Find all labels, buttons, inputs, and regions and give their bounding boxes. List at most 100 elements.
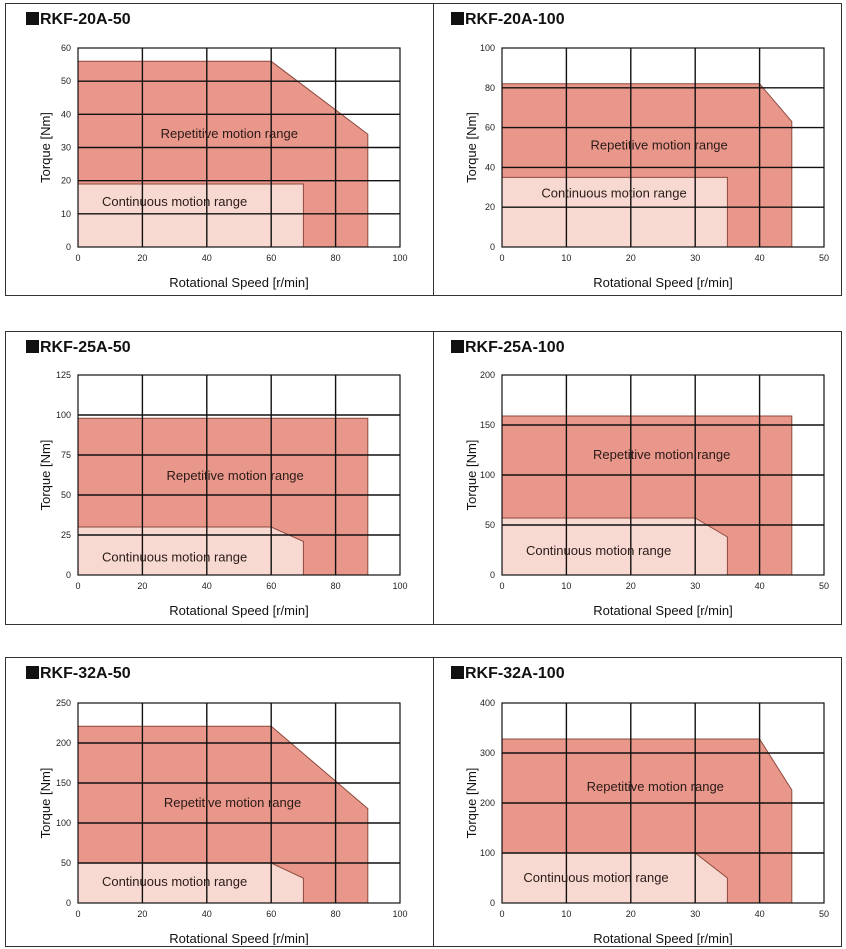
x-tick-label: 60 <box>266 581 276 591</box>
repetitive-range-label: Repetitive motion range <box>593 447 730 462</box>
chart-plot: 0 20 40 60 80 100 0 10 20 30 40 50 60 Repetitive moti… <box>38 43 408 290</box>
continuous-range-label: Continuous motion range <box>541 185 686 200</box>
x-tick-label: 20 <box>137 253 147 263</box>
x-tick-label: 40 <box>202 253 212 263</box>
y-tick-label: 400 <box>480 698 495 708</box>
repetitive-range-label: Repetitive motion range <box>166 468 303 483</box>
x-tick-label: 40 <box>755 253 765 263</box>
x-axis-label: Rotational Speed [r/min] <box>169 275 308 290</box>
y-tick-label: 50 <box>61 490 71 500</box>
plot-frame <box>501 47 825 248</box>
x-tick-label: 60 <box>266 909 276 919</box>
chart-title: RKF-25A-100 <box>451 339 565 357</box>
x-tick-label: 0 <box>499 909 504 919</box>
y-tick-label: 100 <box>480 848 495 858</box>
square-bullet-icon <box>26 340 39 353</box>
x-tick-label: 80 <box>331 253 341 263</box>
y-tick-label: 100 <box>480 43 495 53</box>
x-axis-label: Rotational Speed [r/min] <box>169 931 308 945</box>
x-tick-label: 50 <box>819 909 829 919</box>
y-tick-label: 0 <box>490 570 495 580</box>
y-tick-label: 0 <box>66 242 71 252</box>
y-axis-label: Torque [Nm] <box>38 112 53 183</box>
x-tick-label: 30 <box>690 253 700 263</box>
y-axis-label: Torque [Nm] <box>38 440 53 511</box>
x-tick-label: 20 <box>137 581 147 591</box>
x-tick-label: 40 <box>755 581 765 591</box>
x-tick-label: 0 <box>499 581 504 591</box>
chart-row: 0 20 40 60 80 100 0 10 20 30 40 50 60 Repetitive moti… <box>5 3 842 296</box>
chart-title: RKF-32A-100 <box>451 665 565 683</box>
chart-title-text: RKF-32A-50 <box>40 665 131 682</box>
chart-panel-rkf-20a-100: 0 10 20 30 40 50 0 20 40 60 80 100 Repetitive motion… <box>433 4 841 295</box>
y-tick-label: 80 <box>485 83 495 93</box>
square-bullet-icon <box>26 666 39 679</box>
x-tick-label: 40 <box>755 909 765 919</box>
y-tick-label: 150 <box>56 778 71 788</box>
chart-panel-rkf-25a-50: 0 20 40 60 80 100 0 25 50 75 100 125 Repetitive moti… <box>6 332 433 624</box>
square-bullet-icon <box>451 666 464 679</box>
continuous-range-label: Continuous motion range <box>523 870 668 885</box>
chart-panel-rkf-25a-100: 0 10 20 30 40 50 0 50 100 150 200 Repetitive motion… <box>433 332 841 624</box>
y-tick-label: 0 <box>490 242 495 252</box>
square-bullet-icon <box>451 340 464 353</box>
plot-frame <box>77 702 401 904</box>
x-tick-label: 100 <box>392 253 407 263</box>
chart-row: 0 20 40 60 80 100 0 25 50 75 100 125 Repetitive moti… <box>5 331 842 625</box>
repetitive-range-label: Repetitive motion range <box>161 126 298 141</box>
x-axis-label: Rotational Speed [r/min] <box>593 275 732 290</box>
x-tick-label: 10 <box>561 909 571 919</box>
chart-title-text: RKF-32A-100 <box>465 665 565 682</box>
chart-title-text: RKF-20A-100 <box>465 11 565 28</box>
y-tick-label: 250 <box>56 698 71 708</box>
chart-plot: 0 10 20 30 40 50 0 50 100 150 200 Repetitive motion… <box>464 370 829 618</box>
y-tick-label: 100 <box>480 470 495 480</box>
y-tick-label: 20 <box>485 202 495 212</box>
x-tick-label: 80 <box>331 909 341 919</box>
y-tick-label: 200 <box>480 370 495 380</box>
x-tick-label: 0 <box>75 909 80 919</box>
y-tick-label: 300 <box>480 748 495 758</box>
y-tick-label: 0 <box>490 898 495 908</box>
x-tick-label: 80 <box>331 581 341 591</box>
y-tick-label: 60 <box>61 43 71 53</box>
y-tick-label: 30 <box>61 143 71 153</box>
chart-title: RKF-25A-50 <box>26 339 131 357</box>
y-tick-label: 200 <box>480 798 495 808</box>
x-tick-label: 10 <box>561 581 571 591</box>
x-tick-label: 100 <box>392 581 407 591</box>
x-tick-label: 40 <box>202 581 212 591</box>
y-tick-label: 50 <box>61 858 71 868</box>
x-axis-label: Rotational Speed [r/min] <box>593 603 732 618</box>
y-tick-label: 100 <box>56 410 71 420</box>
continuous-range-label: Continuous motion range <box>102 549 247 564</box>
chart-panel-rkf-20a-50: 0 20 40 60 80 100 0 10 20 30 40 50 60 Repetitive moti… <box>6 4 433 295</box>
y-tick-label: 200 <box>56 738 71 748</box>
chart-plot: 0 20 40 60 80 100 0 50 100 150 200 250 Repetitive mo… <box>38 698 408 945</box>
y-axis-label: Torque [Nm] <box>464 112 479 183</box>
continuous-range-label: Continuous motion range <box>526 543 671 558</box>
chart-plot: 0 20 40 60 80 100 0 25 50 75 100 125 Repetitive moti… <box>38 370 408 618</box>
chart-panel-rkf-32a-100: 0 10 20 30 40 50 0 100 200 300 400 Repetitive motio… <box>433 658 841 946</box>
y-axis-label: Torque [Nm] <box>464 768 479 839</box>
x-axis-label: Rotational Speed [r/min] <box>169 603 308 618</box>
repetitive-range-label: Repetitive motion range <box>590 138 727 153</box>
square-bullet-icon <box>451 12 464 25</box>
x-tick-label: 20 <box>626 909 636 919</box>
x-tick-label: 0 <box>75 581 80 591</box>
y-tick-label: 50 <box>485 520 495 530</box>
x-tick-label: 30 <box>690 581 700 591</box>
x-tick-label: 20 <box>137 909 147 919</box>
continuous-range-label: Continuous motion range <box>102 874 247 889</box>
y-tick-label: 100 <box>56 818 71 828</box>
chart-title: RKF-20A-100 <box>451 11 565 29</box>
repetitive-range-label: Repetitive motion range <box>587 779 724 794</box>
x-tick-label: 50 <box>819 253 829 263</box>
square-bullet-icon <box>26 12 39 25</box>
y-tick-label: 75 <box>61 450 71 460</box>
x-tick-label: 60 <box>266 253 276 263</box>
chart-title-text: RKF-25A-100 <box>465 339 565 356</box>
plot-frame <box>77 47 401 248</box>
y-tick-label: 0 <box>66 570 71 580</box>
x-tick-label: 20 <box>626 253 636 263</box>
